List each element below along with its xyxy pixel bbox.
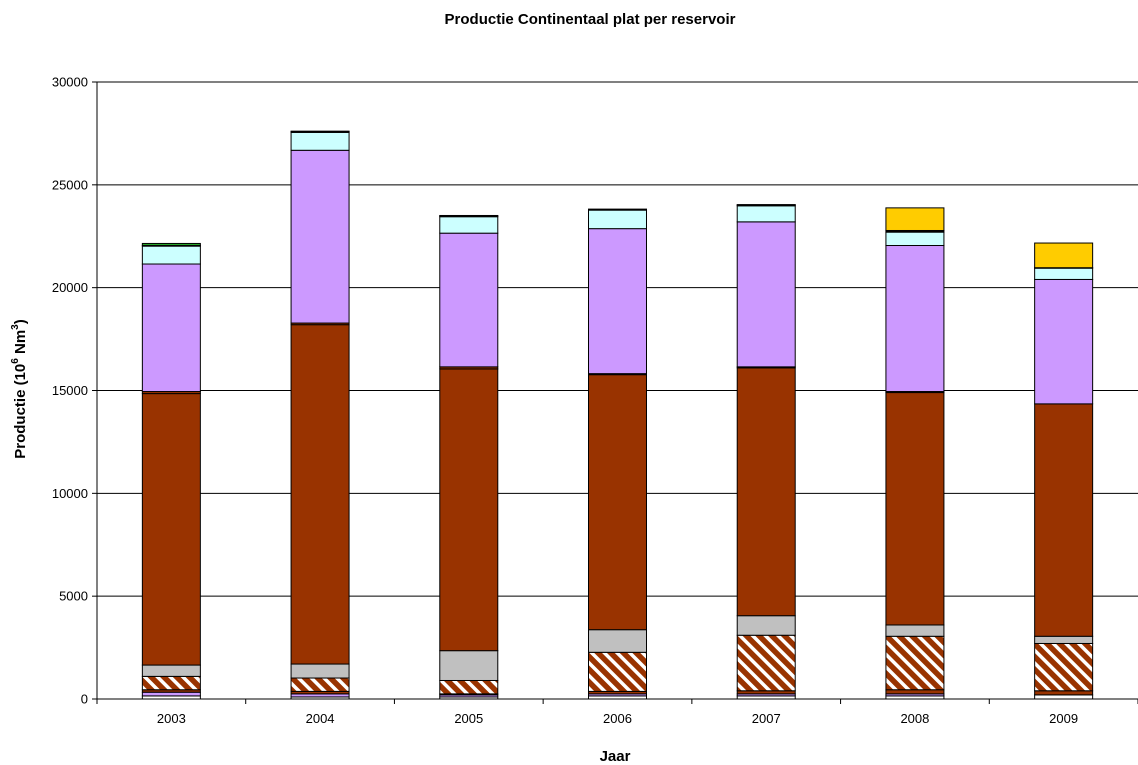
bar-segment <box>736 367 796 617</box>
axes <box>96 82 1138 704</box>
bar-segment <box>885 689 945 695</box>
x-tick-labels: 2003 2004 2005 2006 2007 2008 2009 <box>157 711 1078 726</box>
bar-segment <box>885 245 945 393</box>
bar-segment <box>1034 403 1094 637</box>
bar-segment <box>736 615 796 636</box>
bar-segment <box>141 675 201 691</box>
bar-segment <box>439 216 499 234</box>
bars <box>141 130 1094 700</box>
y-tick-labels: 0 5000 10000 15000 20000 25000 30000 <box>52 75 88 707</box>
bar-segment <box>141 242 201 246</box>
x-tick-label: 2004 <box>306 711 335 726</box>
bar-segment <box>290 677 350 692</box>
chart-title: Productie Continentaal plat per reservoi… <box>445 11 736 28</box>
y-tick-label: 25000 <box>52 177 88 192</box>
bar-segment <box>290 149 350 324</box>
bar-segment <box>439 679 499 695</box>
x-tick-label: 2003 <box>157 711 186 726</box>
y-tick-label: 30000 <box>52 75 88 90</box>
bar-segment <box>141 245 201 265</box>
y-tick-label: 5000 <box>59 589 88 604</box>
bar-segment <box>885 207 945 231</box>
x-tick-label: 2005 <box>454 711 483 726</box>
bar-segment <box>885 624 945 637</box>
bar-segment <box>439 650 499 681</box>
y-axis-label: Productie (106 Nm3) <box>10 319 29 459</box>
bar-segment <box>736 221 796 368</box>
bar-segment <box>588 209 647 230</box>
x-tick-label: 2008 <box>900 711 929 726</box>
bar-segment <box>736 634 796 692</box>
bar-segment <box>588 208 647 211</box>
bar-segment <box>1034 694 1094 700</box>
bar-segment <box>885 635 945 691</box>
y-axis-label-sup: 6 <box>10 358 21 364</box>
x-tick-label: 2006 <box>603 711 632 726</box>
bar-segment <box>290 131 350 151</box>
y-axis-label-text: Productie (10 <box>12 364 29 459</box>
bar-segment <box>1034 635 1094 644</box>
bar-segment <box>439 368 499 652</box>
bar-segment <box>1034 267 1094 280</box>
bar-segment <box>588 228 647 375</box>
bar-segment <box>885 392 945 626</box>
y-axis-label-unit: Nm <box>12 330 29 358</box>
y-tick-label: 15000 <box>52 383 88 398</box>
bar-segment <box>141 393 201 666</box>
bar-segment <box>141 664 201 677</box>
bar-segment <box>1034 642 1094 692</box>
y-tick-label: 0 <box>81 692 88 707</box>
bar-segment <box>588 651 647 692</box>
y-tick-label: 10000 <box>52 486 88 501</box>
x-axis-label: Jaar <box>600 748 631 765</box>
bar-segment <box>141 263 201 393</box>
bar-segment <box>439 232 499 368</box>
bar-segment <box>1034 690 1094 696</box>
y-axis-label-sup2: 3 <box>10 324 21 330</box>
bar-segment <box>736 205 796 223</box>
x-tick-label: 2007 <box>752 711 781 726</box>
bar-segment <box>588 629 647 653</box>
bar-segment <box>290 663 350 679</box>
bar-segment <box>290 130 350 133</box>
bar-segment <box>588 374 647 631</box>
y-tick-label: 20000 <box>52 280 88 295</box>
bar-segment <box>141 691 201 697</box>
bar-segment <box>1034 242 1094 269</box>
x-tick-label: 2009 <box>1049 711 1078 726</box>
bar-segment <box>885 231 945 247</box>
bar-segment <box>290 324 350 665</box>
bar-segment <box>439 214 499 217</box>
y-axis-label-close: ) <box>12 319 29 324</box>
bar-segment <box>1034 278 1094 405</box>
bar-segment <box>736 204 796 206</box>
